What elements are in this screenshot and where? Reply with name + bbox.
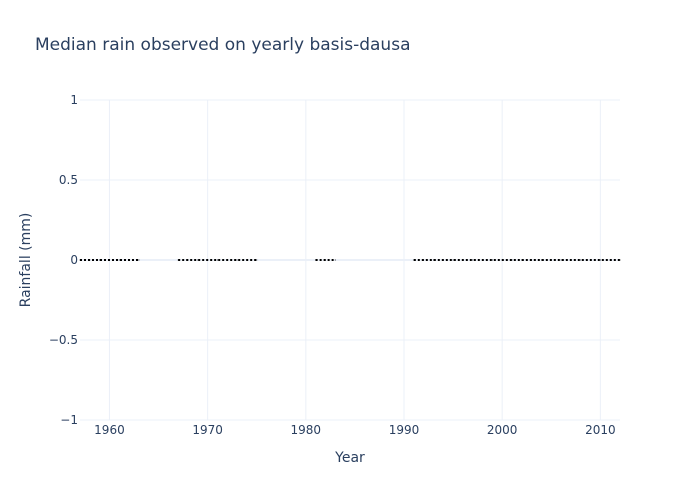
data-point: [531, 259, 533, 261]
data-point: [609, 259, 611, 261]
x-tick-label: 1990: [389, 423, 420, 437]
y-axis-ticks: 1 0.5 0 −0.5 −1: [49, 93, 78, 427]
x-tick-label: 2010: [585, 423, 616, 437]
data-point: [580, 259, 582, 261]
data-point: [482, 259, 484, 261]
x-tick-label: 1980: [291, 423, 322, 437]
data-point: [590, 259, 592, 261]
data-point: [501, 259, 503, 261]
x-tick-label: 2000: [487, 423, 518, 437]
data-point: [413, 259, 415, 261]
data-point: [472, 259, 474, 261]
data-point: [207, 259, 209, 261]
data-point: [89, 259, 91, 261]
y-tick-label: 0.5: [59, 173, 78, 187]
data-point: [99, 259, 101, 261]
data-point: [599, 259, 601, 261]
data-point: [619, 259, 621, 261]
data-point: [187, 259, 189, 261]
x-tick-label: 1970: [192, 423, 223, 437]
data-point: [442, 259, 444, 261]
data-point: [128, 259, 130, 261]
data-point: [108, 259, 110, 261]
x-axis-ticks: 1960 1970 1980 1990 2000 2010: [94, 423, 615, 437]
data-point: [256, 259, 258, 261]
data-point: [246, 259, 248, 261]
data-point: [540, 259, 542, 261]
data-point: [236, 259, 238, 261]
data-point: [315, 259, 317, 261]
data-point: [79, 259, 81, 261]
data-point: [216, 259, 218, 261]
data-point: [226, 259, 228, 261]
series-line: [79, 259, 621, 261]
data-point: [550, 259, 552, 261]
data-point: [511, 259, 513, 261]
data-point: [462, 259, 464, 261]
data-point: [521, 259, 523, 261]
data-point: [334, 259, 336, 261]
chart-title: Median rain observed on yearly basis-dau…: [35, 35, 411, 55]
data-point: [432, 259, 434, 261]
data-point: [138, 259, 140, 261]
data-point: [324, 259, 326, 261]
data-point: [423, 259, 425, 261]
data-point: [491, 259, 493, 261]
x-axis-title: Year: [334, 450, 365, 466]
data-point: [570, 259, 572, 261]
y-tick-label: −1: [60, 413, 78, 427]
data-point: [177, 259, 179, 261]
y-tick-label: 1: [70, 93, 78, 107]
data-point: [118, 259, 120, 261]
x-tick-label: 1960: [94, 423, 125, 437]
y-tick-label: 0: [70, 253, 78, 267]
data-point: [560, 259, 562, 261]
data-point: [197, 259, 199, 261]
y-axis-title: Rainfall (mm): [18, 213, 34, 308]
y-tick-label: −0.5: [49, 333, 78, 347]
data-point: [452, 259, 454, 261]
